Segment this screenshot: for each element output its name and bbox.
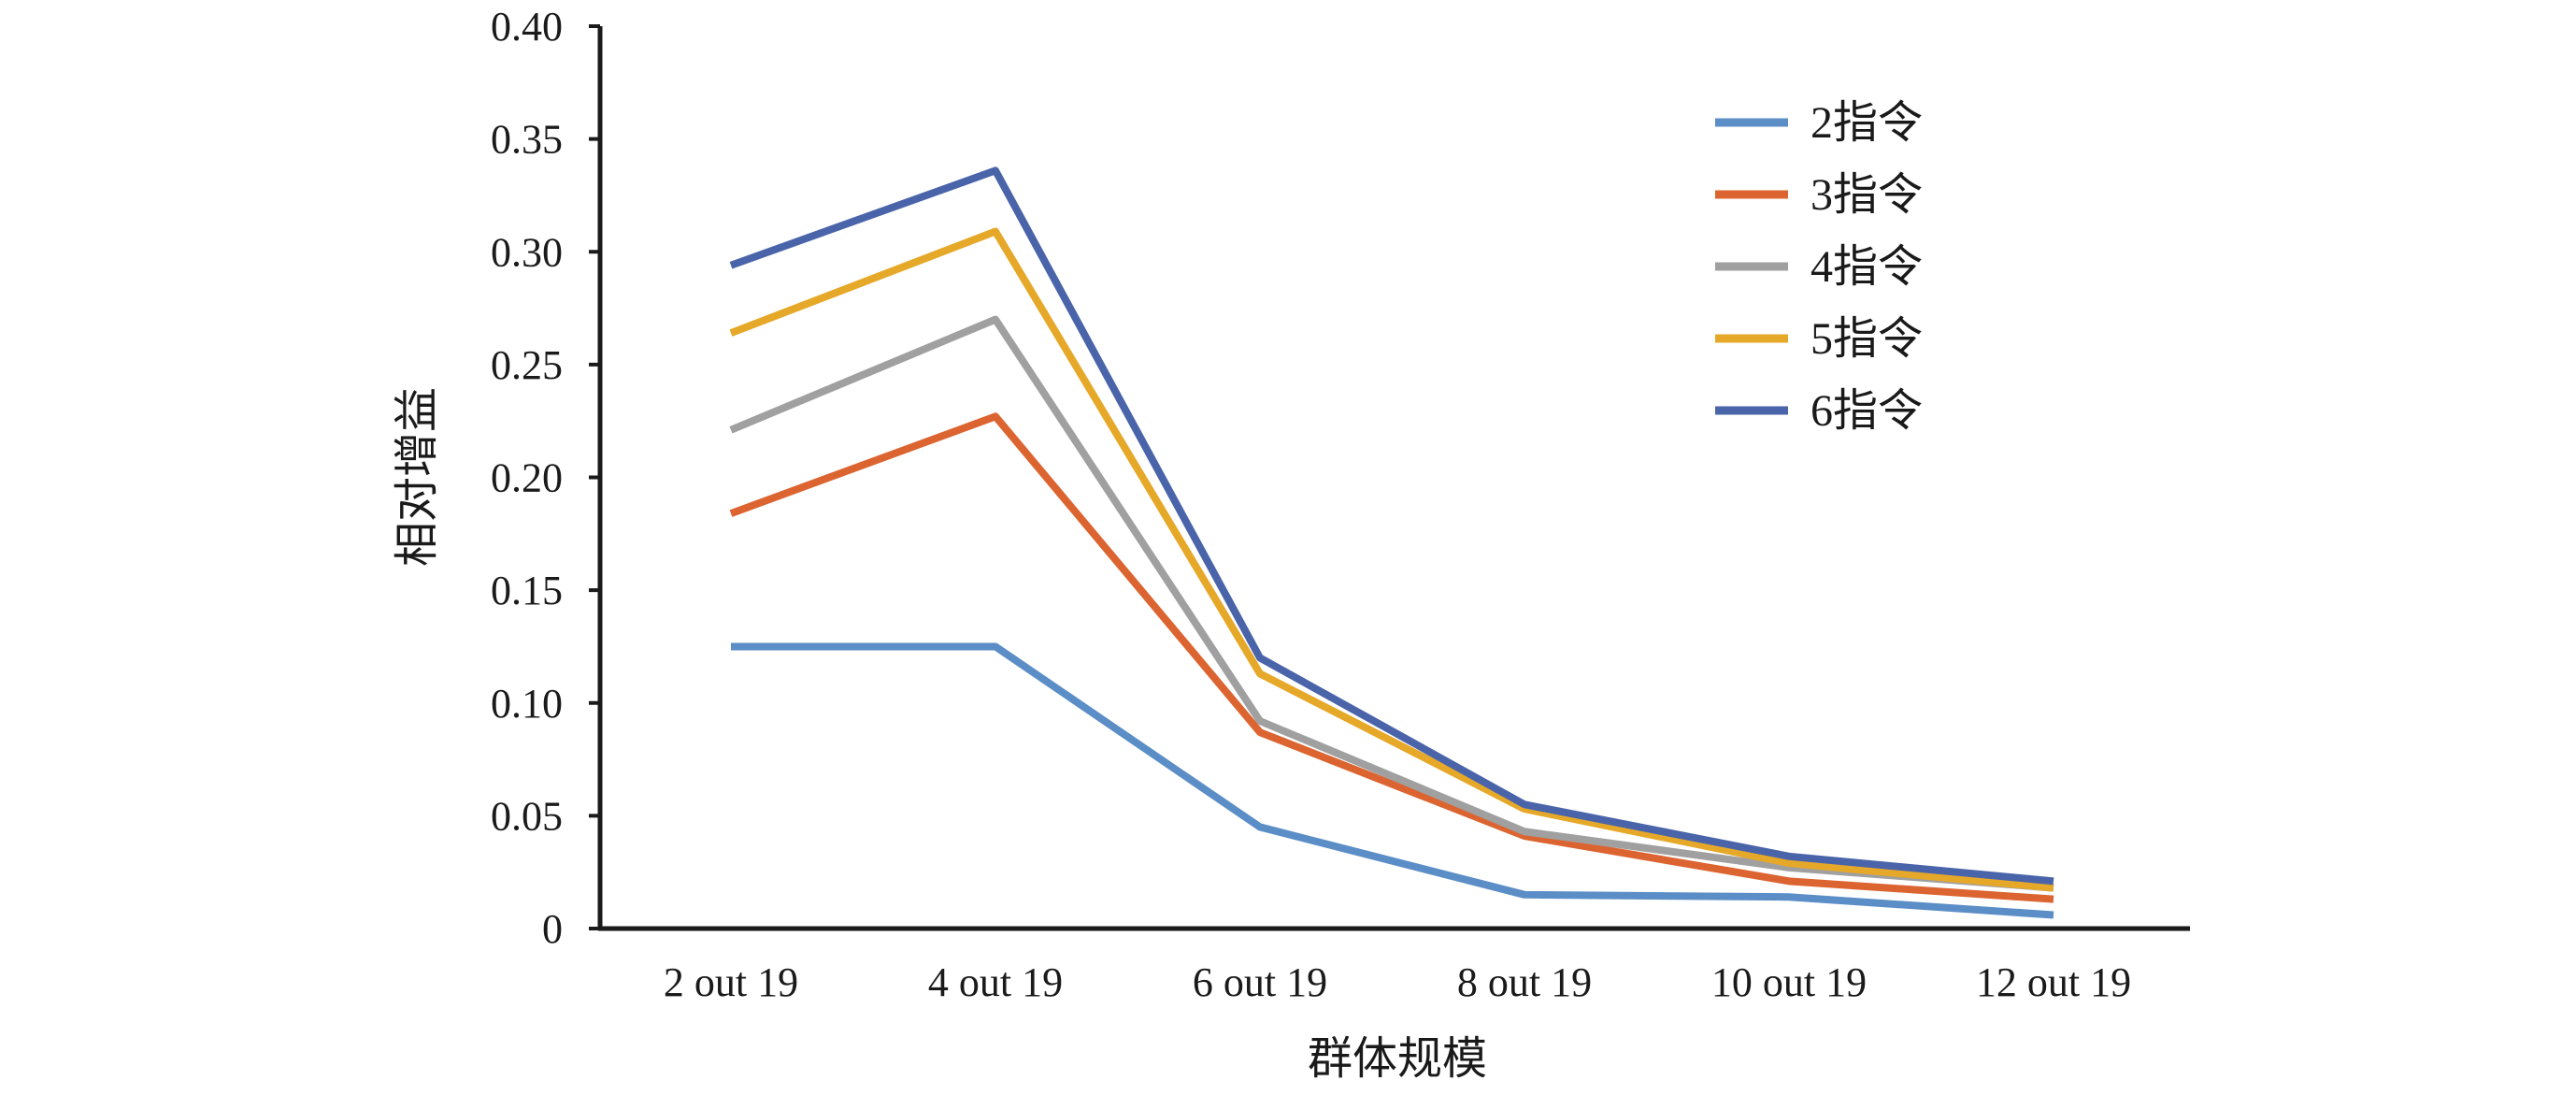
series-line-1 (731, 642, 2054, 919)
x-tick-label: 4 out 19 (928, 959, 1063, 1005)
y-tick-label: 0.05 (491, 793, 563, 839)
series-line-2 (729, 412, 2054, 903)
legend-label: 6指令 (1810, 386, 1923, 436)
x-tick-label: 8 out 19 (1457, 959, 1592, 1005)
y-tick-label: 0.35 (491, 117, 563, 163)
x-tick-label: 10 out 19 (1711, 959, 1867, 1005)
legend-label: 5指令 (1810, 314, 1923, 364)
x-axis-title: 群体规模 (1308, 1032, 1487, 1085)
series-line-4 (729, 227, 2054, 892)
x-tick-label: 12 out 19 (1976, 959, 2131, 1005)
y-tick-label: 0 (542, 906, 563, 952)
y-tick-label: 0.10 (491, 681, 563, 727)
y-tick-label: 0.20 (491, 455, 563, 501)
y-axis-title: 相对增益 (391, 387, 443, 567)
legend-label: 3指令 (1810, 170, 1923, 220)
y-tick-label: 0.30 (491, 229, 563, 275)
legend-label: 4指令 (1810, 242, 1923, 292)
legend: 2指令 3指令 4指令 5指令 6指令 (1715, 98, 1923, 436)
y-tick-label: 0.40 (491, 4, 563, 50)
y-tick-label: 0.15 (491, 568, 563, 613)
y-axis-ticks: 0 0.05 0.10 0.15 0.20 0.25 0.30 0.35 0.40 (491, 4, 600, 952)
plot-lines (729, 166, 2054, 919)
series-line-5 (729, 166, 2054, 886)
legend-label: 2指令 (1810, 98, 1923, 148)
x-tick-label: 2 out 19 (664, 959, 798, 1005)
y-tick-label: 0.25 (491, 342, 563, 388)
x-axis-ticks: 2 out 19 4 out 19 6 out 19 8 out 19 10 out 1… (664, 959, 2131, 1005)
x-tick-label: 6 out 19 (1193, 959, 1327, 1005)
series-line-3 (729, 315, 2054, 892)
